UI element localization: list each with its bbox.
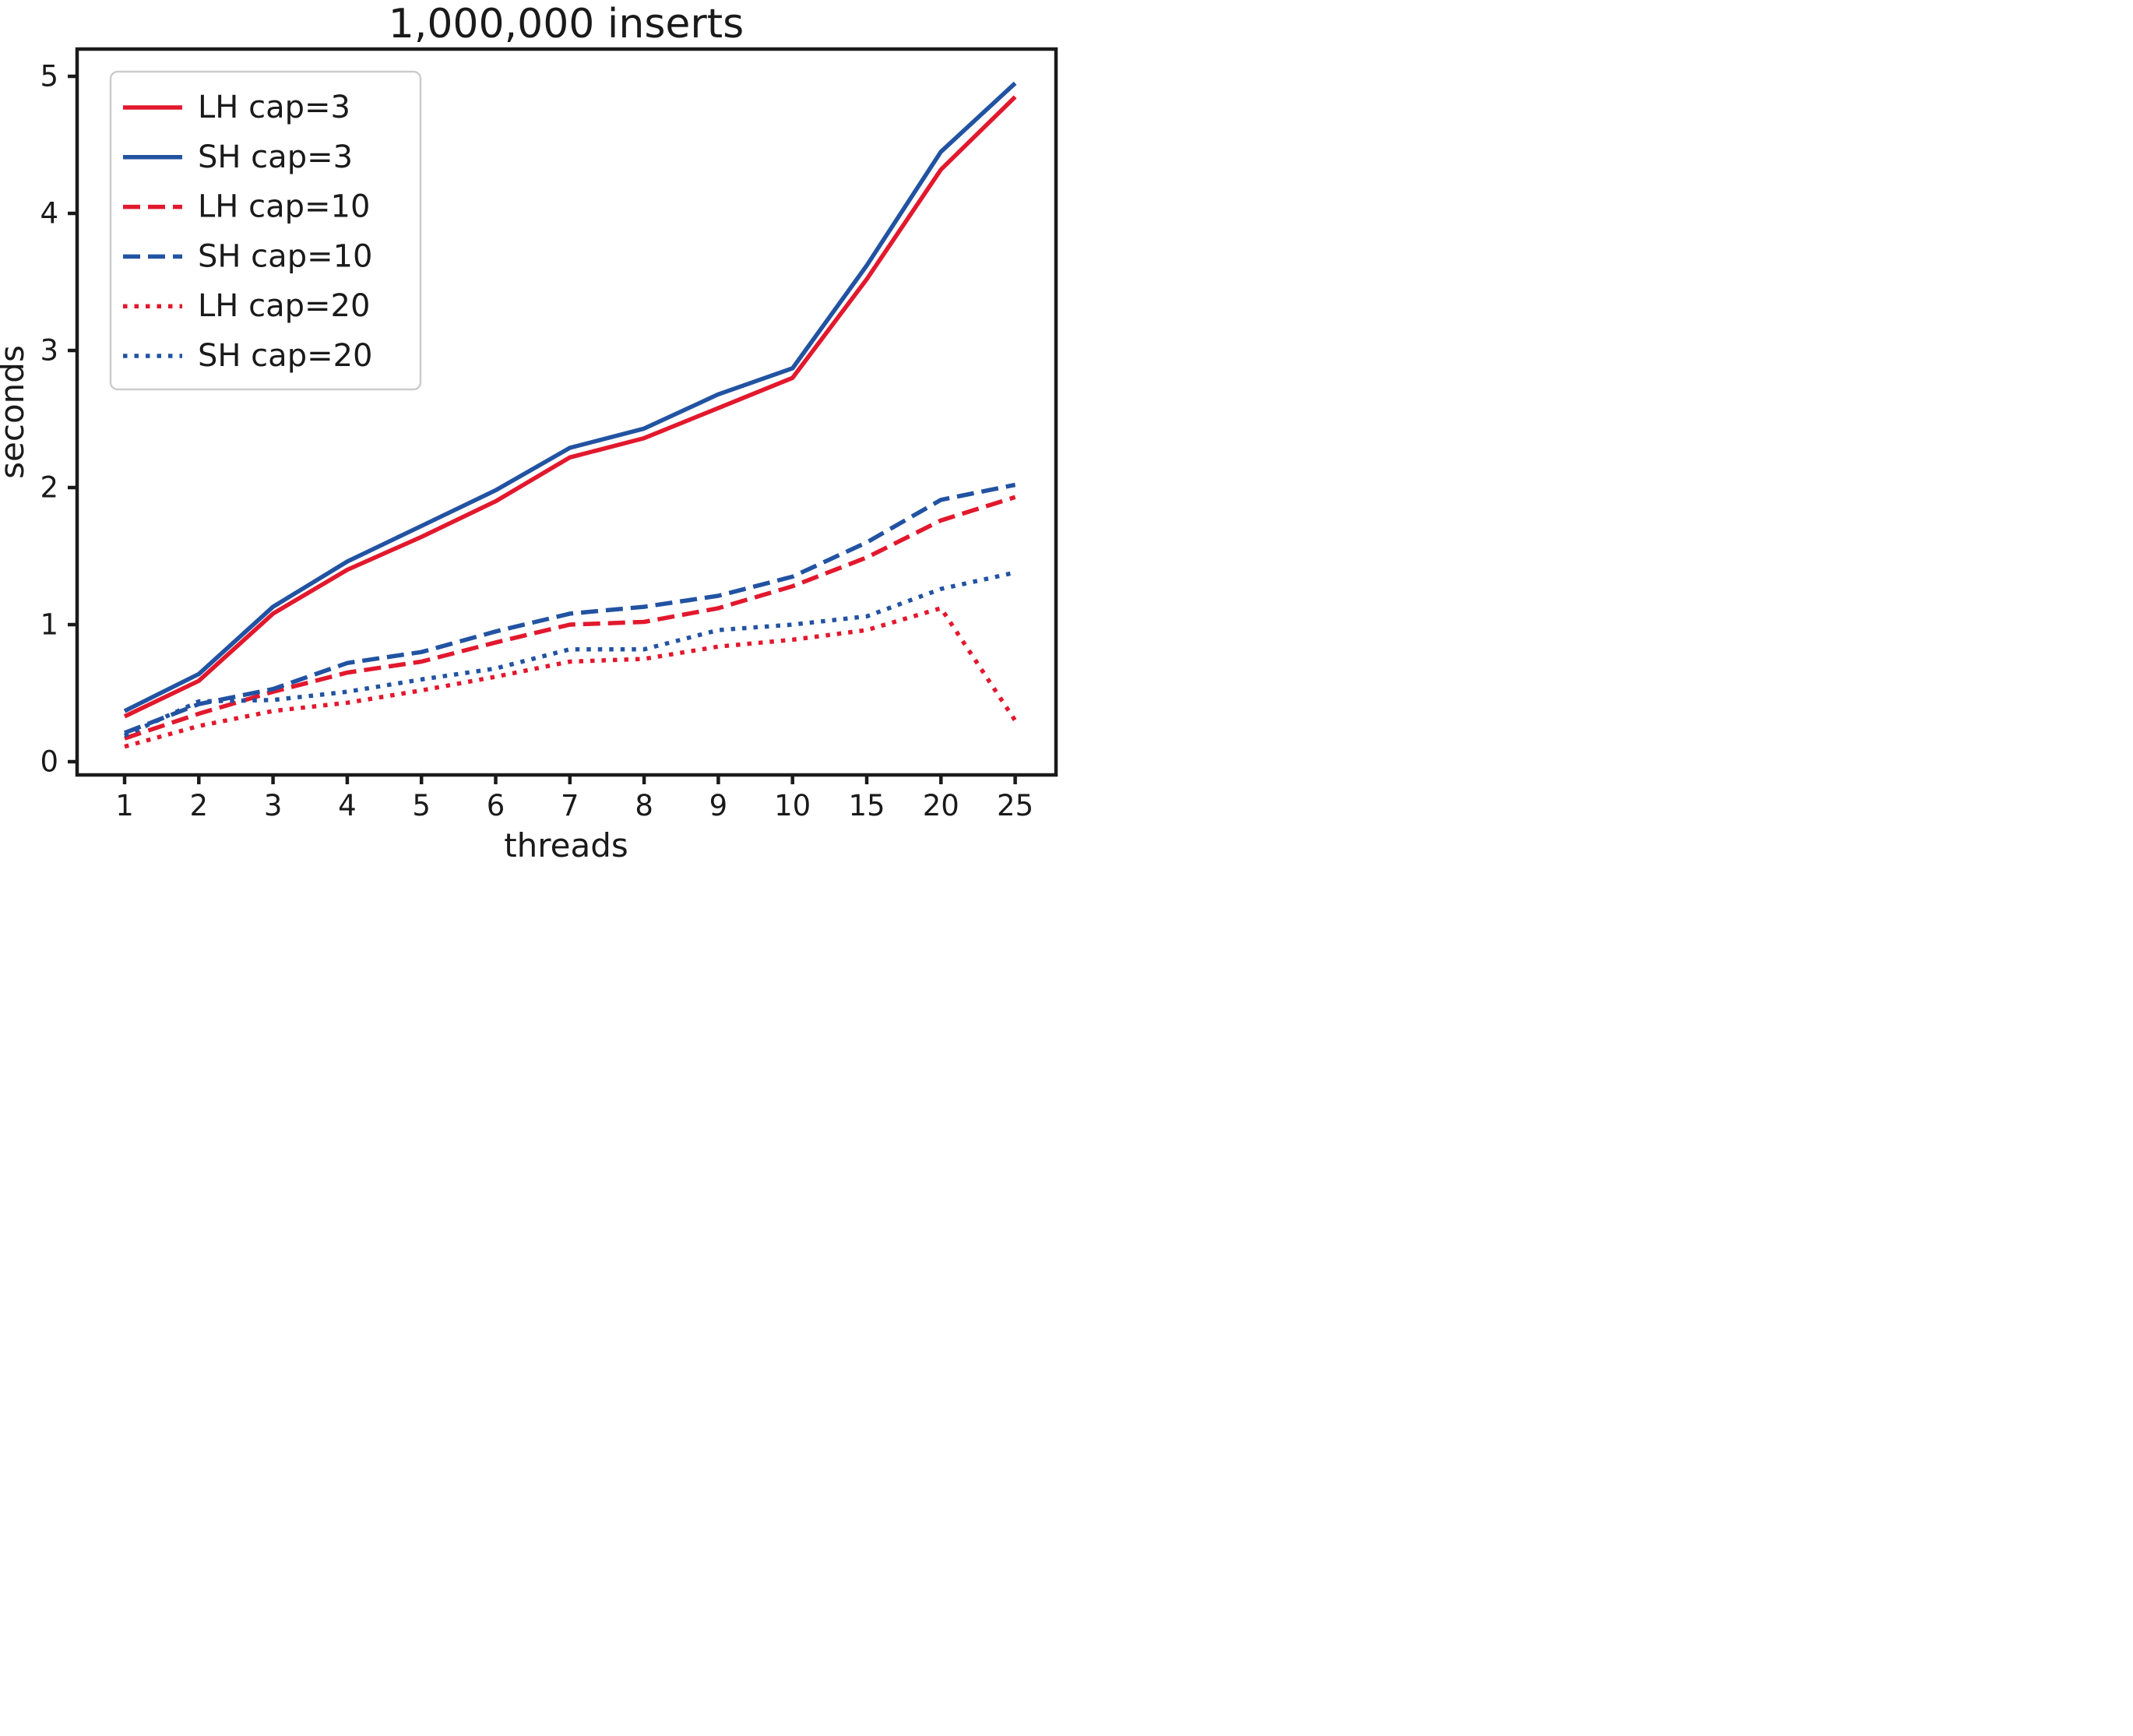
legend-item-label: SH cap=10 xyxy=(198,238,373,274)
y-tick-label: 5 xyxy=(40,60,58,93)
x-axis-label: threads xyxy=(504,826,628,864)
legend-item-lh-cap-10: LH cap=10 xyxy=(123,189,370,225)
series-line-lh-cap-20 xyxy=(124,606,1017,749)
x-tick-label: 10 xyxy=(774,789,811,822)
legend-item-lh-cap-20: LH cap=20 xyxy=(123,288,370,324)
series-line-sh-cap-10 xyxy=(124,482,1016,735)
axes: 0 1 2 3 4 5 1 2 3 4 5 6 7 8 9 10 15 20 25 xyxy=(40,47,1058,822)
x-tick-label: 20 xyxy=(923,789,959,822)
figure: 1,000,000 inserts threads seconds 0 1 2 3 4 5… xyxy=(0,0,1067,868)
chart-canvas: 1,000,000 inserts threads seconds 0 1 2 3 4 5… xyxy=(0,1,1058,864)
y-tick-label: 0 xyxy=(40,745,58,779)
legend-item-label: SH cap=3 xyxy=(198,139,353,175)
legend-item-sh-cap-10: SH cap=10 xyxy=(123,238,373,274)
legend-item-sh-cap-20: SH cap=20 xyxy=(123,338,373,374)
legend-item-label: LH cap=3 xyxy=(198,90,350,125)
plot-border xyxy=(75,47,1058,777)
x-tick-label: 8 xyxy=(635,789,653,822)
x-tick-label: 3 xyxy=(264,789,283,822)
legend: LH cap=3 SH cap=3 LH cap=10 SH cap=10 LH cap… xyxy=(109,70,422,391)
series-line-lh-cap-3 xyxy=(123,95,1017,719)
legend-item-label: LH cap=20 xyxy=(198,288,370,324)
x-tick-label: 1 xyxy=(115,789,134,822)
y-tick-label: 3 xyxy=(40,334,58,368)
x-tick-label: 9 xyxy=(709,789,728,822)
legend-item-sh-cap-3: SH cap=3 xyxy=(123,139,353,175)
legend-item-label: LH cap=10 xyxy=(198,189,370,225)
legend-item-lh-cap-3: LH cap=3 xyxy=(123,90,350,125)
x-tick-label: 2 xyxy=(190,789,209,822)
y-axis-label: seconds xyxy=(0,345,31,479)
series-lines xyxy=(123,81,1017,749)
x-tick-label: 6 xyxy=(487,789,505,822)
y-tick-label: 1 xyxy=(40,608,58,642)
x-tick-label: 4 xyxy=(338,789,357,822)
legend-box xyxy=(109,70,422,391)
legend-item-label: SH cap=20 xyxy=(198,338,373,374)
series-line-lh-cap-10 xyxy=(124,495,1016,741)
x-tick-label: 15 xyxy=(848,789,885,822)
x-tick-label: 5 xyxy=(412,789,431,822)
y-tick-label: 4 xyxy=(40,197,58,231)
series-line-sh-cap-3 xyxy=(123,81,1017,713)
x-tick-label: 7 xyxy=(561,789,579,822)
series-line-sh-cap-20 xyxy=(123,570,1016,738)
y-tick-label: 2 xyxy=(40,471,58,505)
chart-title: 1,000,000 inserts xyxy=(389,1,744,48)
x-tick-label: 25 xyxy=(997,789,1033,822)
